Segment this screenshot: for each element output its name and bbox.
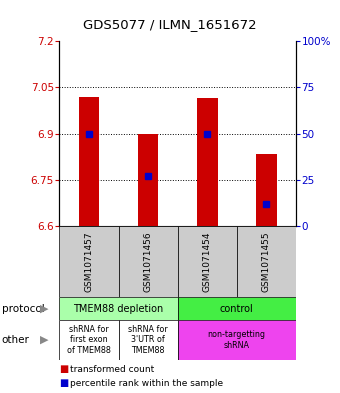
Text: GSM1071454: GSM1071454 bbox=[203, 231, 212, 292]
Text: shRNA for
first exon
of TMEM88: shRNA for first exon of TMEM88 bbox=[67, 325, 111, 355]
Bar bbox=[59, 226, 119, 297]
Text: GSM1071456: GSM1071456 bbox=[143, 231, 153, 292]
Bar bbox=[59, 320, 119, 360]
Text: transformed count: transformed count bbox=[70, 365, 154, 374]
Text: non-targetting
shRNA: non-targetting shRNA bbox=[208, 330, 266, 350]
Bar bbox=[119, 226, 177, 297]
Text: TMEM88 depletion: TMEM88 depletion bbox=[73, 303, 164, 314]
Bar bbox=[197, 98, 218, 226]
Text: other: other bbox=[2, 335, 30, 345]
Text: protocol: protocol bbox=[2, 303, 45, 314]
Text: ■: ■ bbox=[59, 378, 69, 388]
Bar bbox=[237, 226, 296, 297]
Text: shRNA for
3'UTR of
TMEM88: shRNA for 3'UTR of TMEM88 bbox=[128, 325, 168, 355]
Text: control: control bbox=[220, 303, 254, 314]
Bar bbox=[79, 97, 99, 226]
Bar bbox=[138, 134, 158, 226]
Text: ▶: ▶ bbox=[40, 303, 49, 314]
Bar bbox=[177, 226, 237, 297]
Text: GDS5077 / ILMN_1651672: GDS5077 / ILMN_1651672 bbox=[83, 18, 257, 31]
Bar bbox=[177, 320, 296, 360]
Text: percentile rank within the sample: percentile rank within the sample bbox=[70, 379, 223, 387]
Bar bbox=[256, 154, 277, 226]
Text: GSM1071457: GSM1071457 bbox=[85, 231, 94, 292]
Bar bbox=[119, 320, 177, 360]
Bar bbox=[59, 297, 177, 320]
Text: ■: ■ bbox=[59, 364, 69, 375]
Bar bbox=[177, 297, 296, 320]
Text: GSM1071455: GSM1071455 bbox=[262, 231, 271, 292]
Text: ▶: ▶ bbox=[40, 335, 49, 345]
